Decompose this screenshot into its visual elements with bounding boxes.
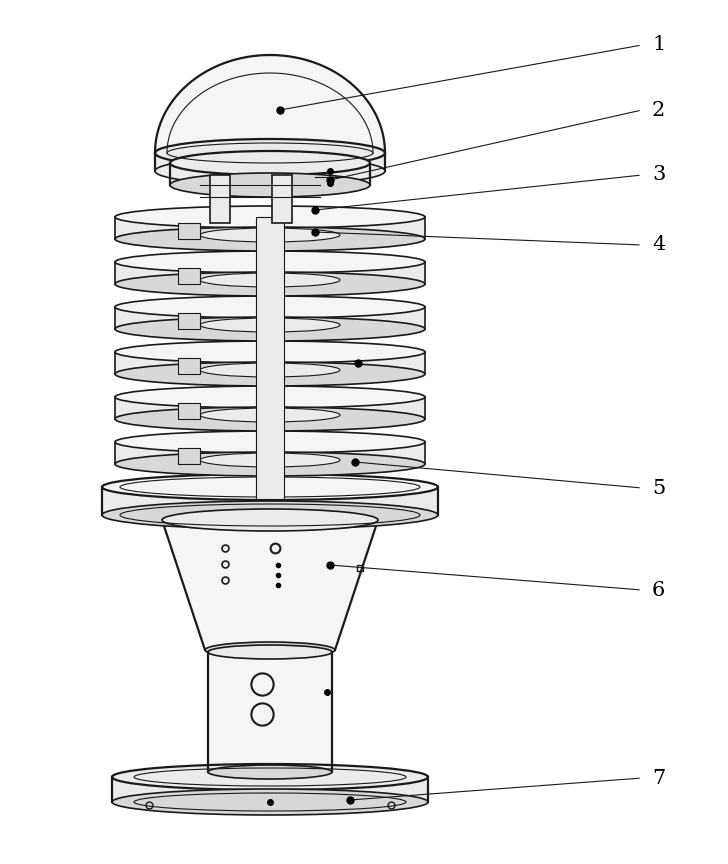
Polygon shape — [178, 403, 200, 419]
Ellipse shape — [115, 296, 425, 318]
Text: 3: 3 — [652, 166, 665, 185]
Ellipse shape — [170, 151, 370, 175]
Ellipse shape — [112, 764, 428, 790]
Polygon shape — [162, 520, 378, 650]
Ellipse shape — [200, 318, 340, 332]
Polygon shape — [115, 217, 425, 239]
Polygon shape — [178, 268, 200, 284]
Ellipse shape — [115, 407, 425, 431]
Polygon shape — [155, 153, 385, 171]
Ellipse shape — [162, 509, 378, 531]
Bar — [256, 217, 284, 499]
Ellipse shape — [200, 408, 340, 422]
Polygon shape — [115, 262, 425, 284]
Polygon shape — [102, 487, 438, 515]
Polygon shape — [115, 442, 425, 464]
Text: 7: 7 — [652, 768, 665, 787]
Text: 2: 2 — [652, 100, 665, 119]
Polygon shape — [115, 397, 425, 419]
Text: 4: 4 — [652, 236, 665, 255]
Ellipse shape — [200, 228, 340, 242]
Polygon shape — [178, 223, 200, 239]
Ellipse shape — [102, 501, 438, 529]
Polygon shape — [115, 352, 425, 374]
Ellipse shape — [115, 431, 425, 453]
Ellipse shape — [102, 474, 438, 500]
Polygon shape — [178, 448, 200, 464]
Polygon shape — [170, 163, 370, 185]
Ellipse shape — [170, 173, 370, 197]
Text: 5: 5 — [652, 479, 665, 498]
Ellipse shape — [115, 386, 425, 408]
Ellipse shape — [115, 206, 425, 228]
Ellipse shape — [208, 645, 332, 659]
Polygon shape — [155, 55, 385, 153]
Ellipse shape — [115, 251, 425, 273]
Text: 1: 1 — [652, 35, 665, 54]
Polygon shape — [178, 313, 200, 329]
Polygon shape — [115, 307, 425, 329]
Ellipse shape — [200, 363, 340, 377]
Polygon shape — [178, 358, 200, 374]
Ellipse shape — [115, 272, 425, 296]
Ellipse shape — [155, 139, 385, 167]
Ellipse shape — [200, 453, 340, 467]
Ellipse shape — [115, 317, 425, 341]
Bar — [210, 175, 230, 223]
Ellipse shape — [155, 157, 385, 185]
Ellipse shape — [200, 273, 340, 287]
Ellipse shape — [115, 452, 425, 476]
Ellipse shape — [115, 227, 425, 251]
Ellipse shape — [115, 341, 425, 363]
Ellipse shape — [115, 362, 425, 386]
Polygon shape — [208, 652, 332, 772]
Bar — [272, 175, 292, 223]
Polygon shape — [112, 777, 428, 802]
Ellipse shape — [112, 789, 428, 815]
Ellipse shape — [208, 765, 332, 779]
Ellipse shape — [205, 642, 335, 658]
Text: 6: 6 — [652, 581, 665, 600]
